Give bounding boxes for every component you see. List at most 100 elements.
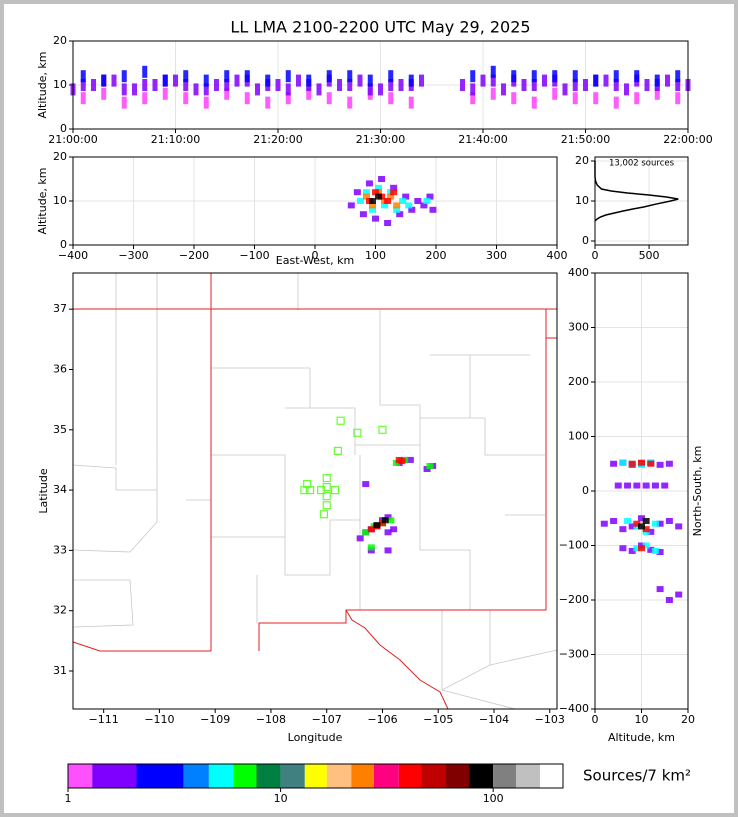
station bbox=[378, 425, 387, 434]
x-tick-label: −300 bbox=[118, 249, 148, 262]
source bbox=[408, 96, 414, 109]
source bbox=[423, 465, 431, 472]
source bbox=[357, 74, 363, 87]
source bbox=[390, 526, 398, 533]
source bbox=[91, 79, 96, 91]
source bbox=[265, 96, 271, 109]
source bbox=[628, 523, 636, 530]
colorbar-label: Sources/7 km² bbox=[583, 767, 691, 785]
x-tick-label: −200 bbox=[179, 249, 209, 262]
source bbox=[362, 529, 370, 536]
station bbox=[303, 479, 312, 489]
source bbox=[384, 198, 392, 204]
y-axis-label: Latitude bbox=[37, 468, 50, 514]
source bbox=[562, 83, 568, 96]
color-bin bbox=[373, 764, 399, 788]
color-bin bbox=[539, 764, 563, 788]
source bbox=[396, 211, 404, 218]
station bbox=[322, 492, 331, 501]
source bbox=[183, 92, 189, 105]
source bbox=[603, 74, 609, 87]
source bbox=[613, 70, 619, 83]
source bbox=[661, 482, 669, 489]
source bbox=[285, 92, 291, 105]
x-tick-label: 21:10:00 bbox=[151, 133, 200, 146]
source bbox=[368, 206, 376, 213]
map-borders bbox=[72, 273, 558, 710]
source bbox=[162, 74, 168, 87]
color-bin bbox=[493, 764, 516, 788]
x-tick-label: −107 bbox=[312, 713, 342, 726]
color-bin bbox=[398, 764, 422, 788]
source bbox=[420, 202, 428, 209]
x-tick-label: 500 bbox=[639, 249, 660, 262]
source bbox=[384, 547, 392, 554]
source bbox=[634, 92, 640, 105]
x-axis-label: East-West, km bbox=[276, 254, 354, 267]
source bbox=[638, 523, 645, 530]
source bbox=[675, 70, 681, 83]
y-tick-label: 100 bbox=[568, 430, 589, 443]
source bbox=[665, 74, 670, 87]
x-tick-label: −110 bbox=[144, 713, 174, 726]
source bbox=[552, 70, 558, 83]
source bbox=[419, 74, 424, 87]
color-bin bbox=[421, 764, 447, 788]
source bbox=[362, 481, 370, 488]
plot-frame bbox=[72, 156, 558, 246]
y-tick-label: 400 bbox=[568, 266, 589, 279]
station bbox=[322, 501, 331, 510]
source bbox=[490, 87, 496, 100]
source bbox=[285, 70, 291, 83]
source bbox=[610, 460, 618, 467]
x-tick-label: 0 bbox=[592, 713, 599, 726]
y-tick-label: 31 bbox=[53, 664, 67, 677]
source bbox=[384, 220, 392, 226]
x-tick-label: 20 bbox=[681, 713, 695, 726]
source bbox=[378, 176, 386, 182]
source bbox=[393, 206, 401, 213]
source bbox=[480, 74, 486, 87]
source bbox=[387, 517, 395, 524]
source bbox=[152, 79, 158, 91]
y-tick-label: 20 bbox=[53, 150, 67, 163]
source bbox=[193, 83, 199, 96]
y-axis-label: North-South, km bbox=[691, 446, 704, 537]
x-tick-label: −105 bbox=[423, 713, 453, 726]
station bbox=[300, 485, 309, 495]
source bbox=[359, 211, 367, 218]
source bbox=[173, 74, 178, 87]
source bbox=[610, 517, 618, 524]
source bbox=[408, 74, 414, 87]
source bbox=[531, 96, 537, 109]
source bbox=[638, 545, 645, 552]
x-tick-label: 200 bbox=[426, 249, 447, 262]
plot-frame bbox=[72, 40, 689, 130]
source bbox=[552, 87, 558, 100]
source bbox=[521, 79, 527, 91]
station bbox=[319, 510, 329, 519]
y-tick-label: 300 bbox=[568, 321, 589, 334]
station bbox=[305, 485, 315, 495]
source bbox=[356, 198, 364, 204]
source bbox=[234, 74, 240, 87]
station bbox=[336, 416, 345, 425]
y-tick-label: 34 bbox=[53, 483, 67, 496]
source bbox=[656, 520, 664, 527]
source bbox=[275, 79, 281, 91]
plot-frame bbox=[594, 272, 689, 710]
y-axis-label: Altitude, km bbox=[36, 167, 49, 234]
source bbox=[531, 79, 537, 91]
source bbox=[470, 83, 476, 96]
source bbox=[101, 87, 107, 100]
source bbox=[647, 528, 655, 535]
source bbox=[402, 193, 410, 200]
source bbox=[613, 96, 619, 109]
source bbox=[368, 198, 376, 204]
source bbox=[619, 545, 627, 552]
source bbox=[362, 189, 370, 196]
y-tick-label: 20 bbox=[53, 34, 67, 47]
plot-frame bbox=[594, 156, 689, 246]
x-tick-label: −104 bbox=[479, 713, 509, 726]
source bbox=[372, 215, 379, 222]
